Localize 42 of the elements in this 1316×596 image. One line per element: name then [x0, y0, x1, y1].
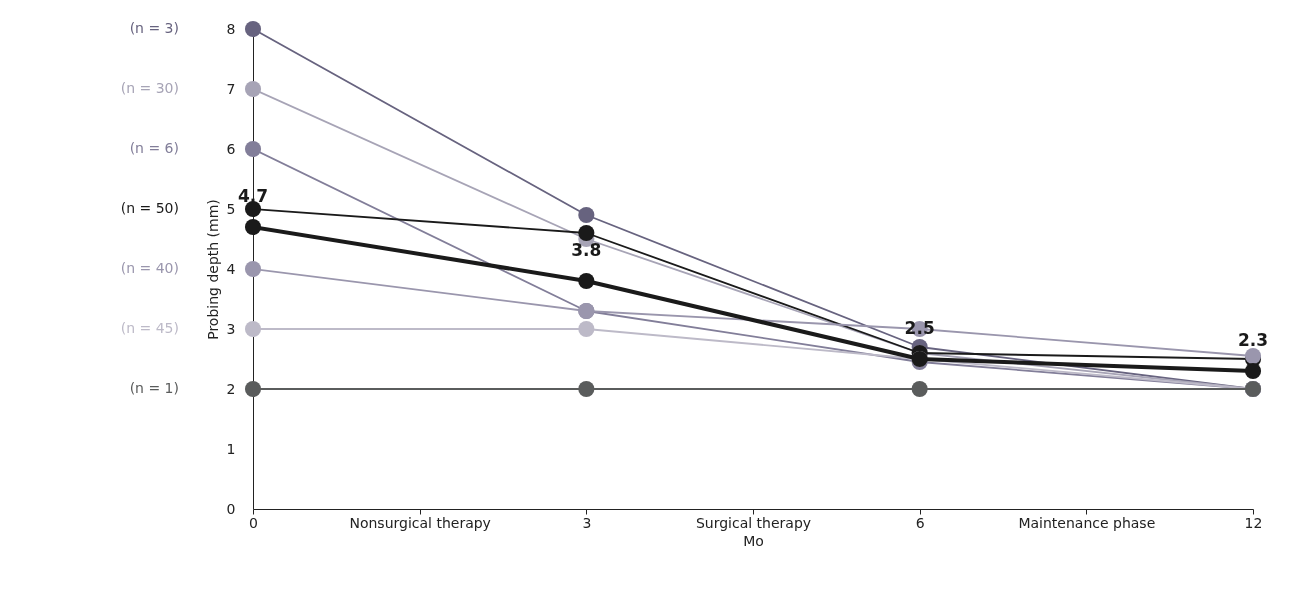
point [911, 380, 928, 398]
data-label: 2.3 [1237, 330, 1269, 350]
text: (n = 1) [129, 380, 179, 396]
point [244, 260, 262, 278]
y-tick-label: 2 [226, 380, 236, 397]
text: (n = 6) [129, 140, 179, 156]
x-tick-label: 0 [249, 514, 258, 531]
data-label: 3.8 [571, 240, 602, 260]
point [244, 20, 262, 38]
text: (n = 40) [120, 260, 179, 276]
data-label: 2.5 [904, 318, 935, 338]
point [244, 80, 262, 98]
y-tick-label: 6 [226, 140, 236, 157]
x-tick-label: 3 [582, 514, 592, 531]
y-tick-label: 5 [226, 200, 236, 217]
x-axis-title: Mo [743, 532, 764, 549]
y-tick-label: 7 [226, 80, 236, 97]
x-tick-label: 12 [1244, 514, 1263, 531]
point [244, 140, 262, 158]
text: (n = 45) [120, 320, 179, 336]
point [578, 380, 595, 398]
point [578, 320, 595, 338]
x-tick-label: 6 [915, 514, 925, 531]
y-tick-label: 3 [226, 320, 236, 337]
point [244, 320, 262, 338]
text: (n = 50) [120, 200, 179, 216]
point [578, 272, 595, 290]
point [244, 380, 262, 398]
y-tick-label: 8 [226, 20, 236, 37]
point [578, 224, 595, 242]
x-tick-label: Maintenance phase [1018, 514, 1156, 531]
x-tick-label: Surgical therapy [695, 514, 812, 531]
y-axis-title: Probing depth (mm) [204, 199, 221, 340]
point [244, 218, 262, 236]
text: (n = 3) [129, 20, 179, 36]
text: (n = 30) [120, 80, 179, 96]
y-tick-label: 1 [226, 440, 236, 457]
y-tick-label: 4 [226, 260, 236, 277]
point [578, 206, 595, 224]
y-tick-label: 0 [226, 500, 236, 517]
x-tick-label: Nonsurgical therapy [349, 514, 491, 531]
point [1244, 362, 1262, 380]
